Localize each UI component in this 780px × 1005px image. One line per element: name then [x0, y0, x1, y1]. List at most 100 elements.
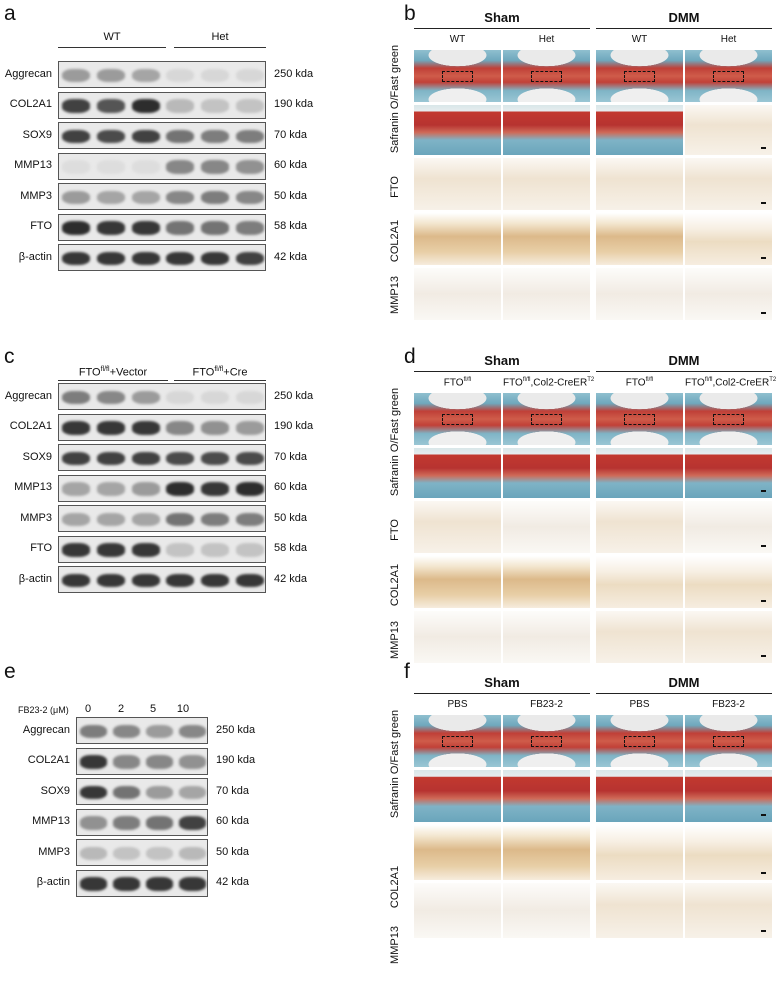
blot-band [235, 129, 264, 144]
blot-band [166, 573, 195, 588]
blot-band [131, 221, 160, 235]
blot-band [179, 724, 206, 739]
blot-band [62, 512, 91, 527]
protein-label: SOX9 [40, 784, 70, 797]
blot-band [201, 221, 229, 235]
blot-band [201, 482, 229, 496]
kda-label: 190 kda [274, 420, 314, 432]
kda-label: 60 kda [274, 481, 308, 493]
column-label: FB23-2 [712, 699, 745, 710]
kda-label: 58 kda [274, 542, 308, 554]
blot-band [80, 755, 107, 769]
blot-band [131, 160, 160, 174]
kda-label: 60 kda [216, 815, 250, 827]
panel-label-b: b [404, 2, 416, 25]
blot-band [235, 160, 264, 174]
fto-ihc-image [596, 158, 683, 210]
safranin-zoom-image [503, 770, 590, 822]
safranin-joint-image [503, 393, 590, 445]
col2a1-ihc-image [685, 825, 772, 880]
mmp13-ihc-image [596, 883, 683, 938]
kda-label: 250 kda [274, 389, 314, 402]
blot-band [131, 512, 160, 527]
blot-strip [58, 566, 266, 593]
blot-band [179, 755, 206, 769]
kda-label: 58 kda [274, 220, 308, 232]
fto-ihc-image [685, 501, 772, 553]
protein-label: FTO [30, 220, 52, 232]
blot-band [97, 482, 125, 496]
blot-band [80, 877, 107, 891]
protein-label: MMP13 [14, 159, 52, 171]
blot-strip [58, 474, 266, 502]
blot-band [131, 99, 160, 113]
group-label-wt: WT [103, 31, 121, 43]
blot-band [166, 390, 195, 405]
blot-band [201, 573, 229, 588]
col2a1-ihc-image [685, 556, 772, 608]
blot-strip [58, 383, 266, 410]
blot-band [146, 724, 173, 739]
blot-strip [76, 747, 208, 775]
blot-band [62, 543, 91, 557]
column-label: WT [631, 34, 648, 45]
header-sham: Sham [484, 353, 520, 368]
panel-label-d: d [404, 345, 416, 368]
blot-strip [58, 152, 266, 180]
blot-band [131, 129, 160, 144]
blot-band [201, 251, 229, 266]
safranin-zoom-image [596, 105, 683, 155]
blot-band [80, 816, 107, 830]
kda-label: 50 kda [274, 511, 308, 524]
row-label: Safranin O/Fast green [389, 709, 401, 819]
blot-strip [58, 535, 266, 563]
protein-label: MMP3 [38, 845, 70, 858]
mmp13-ihc-image [414, 268, 501, 320]
mmp13-ihc-image [503, 611, 590, 663]
dose-10: 10 [176, 703, 190, 715]
column-label: Het [538, 34, 555, 45]
blot-band [235, 68, 264, 83]
safranin-joint-image [596, 393, 683, 445]
blot-band [113, 846, 140, 861]
blot-band [166, 221, 195, 235]
safranin-joint-image [414, 715, 501, 767]
panel-label-c: c [4, 345, 15, 368]
blot-band [201, 190, 229, 205]
protein-label: β-actin [18, 572, 52, 585]
fto-ihc-image [414, 158, 501, 210]
kda-label: 42 kda [274, 572, 308, 585]
row-label: MMP13 [389, 926, 401, 964]
blot-band [113, 724, 140, 739]
header-sham: Sham [484, 675, 520, 690]
blot-band [146, 755, 173, 769]
dose-2: 2 [117, 703, 125, 715]
blot-strip [58, 61, 266, 88]
blot-band [235, 390, 264, 405]
kda-label: 50 kda [274, 189, 308, 202]
protein-label: Aggrecan [4, 389, 52, 402]
blot-band [131, 390, 160, 405]
protein-label: FTO [30, 542, 52, 554]
blot-band [201, 129, 229, 144]
blot-band [146, 877, 173, 891]
kda-label: 70 kda [216, 784, 250, 797]
blot-strip [76, 778, 208, 805]
col2a1-ihc-image [596, 556, 683, 608]
panel-label-f: f [404, 660, 410, 683]
safranin-joint-image [596, 50, 683, 102]
blot-band [97, 160, 125, 174]
header-dmm: DMM [668, 675, 700, 690]
blot-strip [76, 869, 208, 897]
col2a1-ihc-image [414, 825, 501, 880]
blot-band [97, 421, 125, 435]
blot-band [131, 573, 160, 588]
mmp13-ihc-image [414, 883, 501, 938]
column-label: PBS [629, 699, 650, 710]
protein-label: MMP3 [20, 511, 52, 524]
blot-band [201, 99, 229, 113]
blot-band [201, 451, 229, 466]
blot-strip [76, 839, 208, 866]
safranin-joint-image [503, 50, 590, 102]
protein-label: β-actin [36, 876, 70, 888]
